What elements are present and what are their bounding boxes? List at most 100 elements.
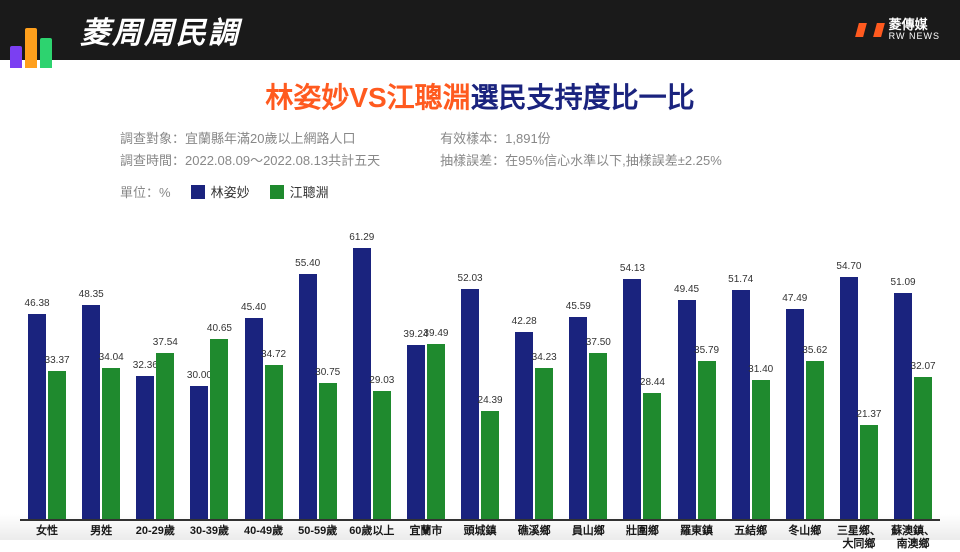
bar-value-a: 51.09: [891, 277, 916, 288]
bar-value-a: 51.74: [728, 274, 753, 285]
bar-group: 54.7021.37: [832, 211, 886, 519]
x-axis-label: 50-59歲: [291, 523, 345, 551]
bar-group: 47.4935.62: [778, 211, 832, 519]
bar-group: 42.2834.23: [507, 211, 561, 519]
x-axis-label: 30-39歲: [182, 523, 236, 551]
bar-group: 52.0324.39: [453, 211, 507, 519]
main-title: 林姿妙VS江聰淵選民支持度比一比: [0, 76, 960, 116]
x-axis-label: 員山鄉: [561, 523, 615, 551]
bar-series-b: 39.49: [427, 344, 445, 519]
bar-value-a: 52.03: [458, 273, 483, 284]
bar-value-b: 40.65: [207, 323, 232, 334]
logo-bars-icon: [10, 28, 52, 68]
brand-block: 菱傳媒 RW NEWS: [857, 18, 940, 42]
bar-series-b: 28.44: [643, 393, 661, 519]
legend-item-a: 林姿妙: [191, 182, 250, 201]
legend: 單位：% 林姿妙 江聰淵: [120, 182, 960, 201]
bar-value-b: 30.75: [315, 367, 340, 378]
bar-group: 45.4034.72: [237, 211, 291, 519]
bar-series-a: 47.49: [786, 309, 804, 519]
info-sample: 有效樣本：1,891份: [440, 128, 722, 150]
x-axis-label: 三星鄉、 大同鄉: [832, 523, 886, 551]
x-axis-label: 礁溪鄉: [507, 523, 561, 551]
info-period: 調查時間：2022.08.09～2022.08.13共計五天: [120, 150, 380, 172]
bar-value-b: 34.72: [261, 349, 286, 360]
brand-name-en: RW NEWS: [889, 32, 940, 42]
bar-group: 49.4535.79: [670, 211, 724, 519]
bar-value-a: 61.29: [349, 232, 374, 243]
bar-value-b: 37.54: [153, 337, 178, 348]
x-axis-label: 蘇澳鎮、 南澳鄉: [886, 523, 940, 551]
bar-series-b: 34.04: [102, 368, 120, 519]
bar-series-a: 45.40: [245, 318, 263, 519]
legend-label-a: 林姿妙: [211, 182, 250, 201]
bar-value-a: 49.45: [674, 284, 699, 295]
legend-label-b: 江聰淵: [290, 182, 329, 201]
bar-value-a: 55.40: [295, 258, 320, 269]
bar-series-b: 29.03: [373, 391, 391, 520]
x-axis-label: 羅東鎮: [670, 523, 724, 551]
title-accent: 林姿妙VS江聰淵: [265, 82, 470, 113]
bar-group: 61.29 29.03: [345, 211, 399, 519]
bar-series-a: 51.09: [894, 293, 912, 519]
bar-series-b: 24.39: [481, 411, 499, 519]
bar-series-a: 49.45: [678, 300, 696, 519]
legend-swatch-b: [270, 185, 284, 199]
bar-series-a: 52.03: [461, 289, 479, 519]
bar-series-b: 35.62: [806, 361, 824, 519]
bar-group: 30.00 40.65: [182, 211, 236, 519]
bar-series-a: 48.35: [82, 305, 100, 519]
bar-group: 39.2439.49: [399, 211, 453, 519]
bar-value-b: 35.62: [802, 345, 827, 356]
bar-series-a: 51.74: [732, 290, 750, 519]
x-axis-label: 60歲以上: [345, 523, 399, 551]
bar-value-b: 37.50: [586, 337, 611, 348]
bar-series-b: 34.72: [265, 365, 283, 519]
bar-series-a: 55.40: [299, 274, 317, 519]
bar-series-b: 21.37: [860, 425, 878, 520]
bar-series-a: 32.36: [136, 376, 154, 519]
x-axis-label: 男姓: [74, 523, 128, 551]
bar-series-a: 45.59: [569, 317, 587, 519]
x-axis-label: 女性: [20, 523, 74, 551]
bar-series-a: 46.38: [28, 314, 46, 519]
x-axis-label: 冬山鄉: [778, 523, 832, 551]
bar-value-a: 45.59: [566, 301, 591, 312]
info-margin: 抽樣誤差：在95%信心水準以下,抽樣誤差±2.25%: [440, 150, 722, 172]
bar-group: 54.1328.44: [615, 211, 669, 519]
bar-value-b: 24.39: [478, 395, 503, 406]
bar-value-b: 33.37: [45, 355, 70, 366]
x-axis-label: 頭城鎮: [453, 523, 507, 551]
bar-group: 51.0932.07: [886, 211, 940, 519]
bar-value-a: 45.40: [241, 302, 266, 313]
bar-chart: 46.3833.3748.3534.0432.3637.5430.0040.65…: [20, 211, 940, 521]
bar-series-b: 33.37: [48, 371, 66, 519]
bar-group: 55.4030.75: [291, 211, 345, 519]
x-axis-label: 40-49歲: [237, 523, 291, 551]
bar-value-a: 54.13: [620, 263, 645, 274]
bar-series-a: 30.00: [190, 386, 208, 519]
legend-item-b: 江聰淵: [270, 182, 329, 201]
survey-info: 調查對象：宜蘭縣年滿20歲以上網路人口 調查時間：2022.08.09～2022…: [120, 128, 960, 172]
bar-value-a: 30.00: [187, 370, 212, 381]
bar-value-a: 47.49: [782, 293, 807, 304]
bar-value-a: 46.38: [25, 298, 50, 309]
bar-value-b: 29.03: [369, 375, 394, 386]
bar-value-a: 32.36: [133, 360, 158, 371]
header-title: 菱周周民調: [80, 8, 240, 52]
title-rest: 選民支持度比一比: [471, 82, 695, 113]
bar-series-a: 54.70: [840, 277, 858, 519]
bar-value-b: 31.40: [748, 364, 773, 375]
bar-value-a: 54.70: [836, 261, 861, 272]
x-axis-label: 宜蘭市: [399, 523, 453, 551]
bar-value-b: 28.44: [640, 377, 665, 388]
x-axis-label: 五結鄉: [724, 523, 778, 551]
bar-series-b: 31.40: [752, 380, 770, 519]
bar-series-a: 54.13: [623, 279, 641, 519]
bar-series-b: 37.54: [156, 353, 174, 519]
legend-swatch-a: [191, 185, 205, 199]
legend-unit: 單位：%: [120, 182, 171, 201]
x-axis-label: 20-29歲: [128, 523, 182, 551]
bar-series-b: 35.79: [698, 361, 716, 519]
info-target: 調查對象：宜蘭縣年滿20歲以上網路人口: [120, 128, 380, 150]
